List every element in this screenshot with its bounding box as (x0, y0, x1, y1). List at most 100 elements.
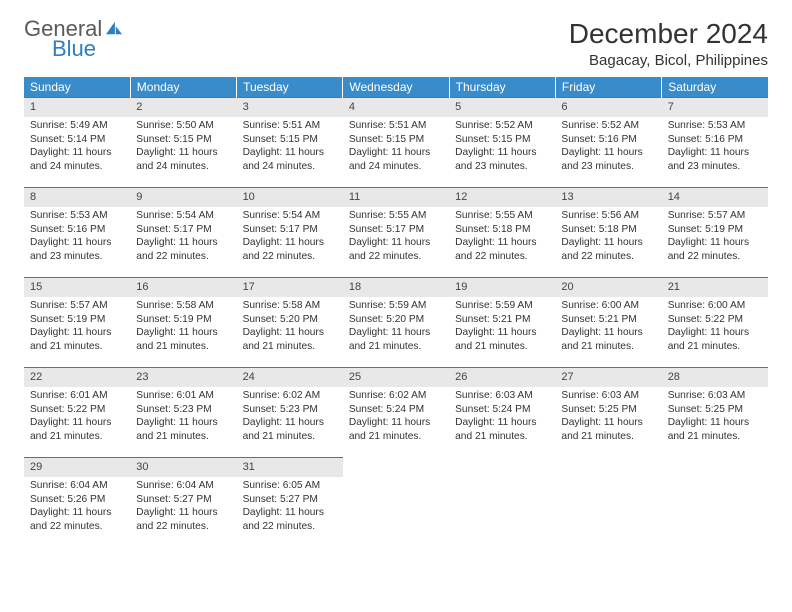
sunrise-text: Sunrise: 5:52 AM (561, 119, 655, 133)
sunset-text: Sunset: 5:21 PM (455, 313, 549, 327)
weekday-header: Monday (130, 77, 236, 98)
calendar-cell: 25Sunrise: 6:02 AMSunset: 5:24 PMDayligh… (343, 368, 449, 458)
brand-part2: Blue (24, 38, 124, 60)
day-content: Sunrise: 5:54 AMSunset: 5:17 PMDaylight:… (130, 207, 236, 268)
sunrise-text: Sunrise: 5:52 AM (455, 119, 549, 133)
sunset-text: Sunset: 5:20 PM (349, 313, 443, 327)
daylight-text: Daylight: 11 hours and 21 minutes. (136, 326, 230, 354)
daylight-text: Daylight: 11 hours and 21 minutes. (30, 326, 124, 354)
weekday-header: Tuesday (237, 77, 343, 98)
sunset-text: Sunset: 5:20 PM (243, 313, 337, 327)
sunrise-text: Sunrise: 6:03 AM (455, 389, 549, 403)
sunrise-text: Sunrise: 5:55 AM (349, 209, 443, 223)
day-content: Sunrise: 6:03 AMSunset: 5:25 PMDaylight:… (555, 387, 661, 448)
daylight-text: Daylight: 11 hours and 24 minutes. (243, 146, 337, 174)
sunset-text: Sunset: 5:15 PM (455, 133, 549, 147)
calendar-cell: 27Sunrise: 6:03 AMSunset: 5:25 PMDayligh… (555, 368, 661, 458)
daylight-text: Daylight: 11 hours and 24 minutes. (349, 146, 443, 174)
day-content: Sunrise: 5:55 AMSunset: 5:17 PMDaylight:… (343, 207, 449, 268)
sunset-text: Sunset: 5:15 PM (136, 133, 230, 147)
daylight-text: Daylight: 11 hours and 21 minutes. (349, 326, 443, 354)
day-number: 13 (555, 188, 661, 207)
sunset-text: Sunset: 5:15 PM (243, 133, 337, 147)
calendar-row: 22Sunrise: 6:01 AMSunset: 5:22 PMDayligh… (24, 368, 768, 458)
day-content: Sunrise: 5:56 AMSunset: 5:18 PMDaylight:… (555, 207, 661, 268)
calendar-table: Sunday Monday Tuesday Wednesday Thursday… (24, 77, 768, 548)
sunset-text: Sunset: 5:27 PM (136, 493, 230, 507)
header: GeneralBlue December 2024 Bagacay, Bicol… (24, 18, 768, 69)
sunrise-text: Sunrise: 5:59 AM (349, 299, 443, 313)
sunset-text: Sunset: 5:16 PM (561, 133, 655, 147)
day-number: 9 (130, 188, 236, 207)
sunset-text: Sunset: 5:18 PM (561, 223, 655, 237)
sunset-text: Sunset: 5:22 PM (668, 313, 762, 327)
calendar-cell: 2Sunrise: 5:50 AMSunset: 5:15 PMDaylight… (130, 98, 236, 188)
day-number: 5 (449, 98, 555, 117)
daylight-text: Daylight: 11 hours and 24 minutes. (30, 146, 124, 174)
calendar-cell: 28Sunrise: 6:03 AMSunset: 5:25 PMDayligh… (662, 368, 768, 458)
daylight-text: Daylight: 11 hours and 21 minutes. (136, 416, 230, 444)
sunset-text: Sunset: 5:15 PM (349, 133, 443, 147)
weekday-header: Wednesday (343, 77, 449, 98)
calendar-cell: 14Sunrise: 5:57 AMSunset: 5:19 PMDayligh… (662, 188, 768, 278)
day-number: 3 (237, 98, 343, 117)
day-content: Sunrise: 5:54 AMSunset: 5:17 PMDaylight:… (237, 207, 343, 268)
sunrise-text: Sunrise: 5:56 AM (561, 209, 655, 223)
sunset-text: Sunset: 5:27 PM (243, 493, 337, 507)
day-number: 28 (662, 368, 768, 387)
day-content: Sunrise: 6:01 AMSunset: 5:22 PMDaylight:… (24, 387, 130, 448)
day-content: Sunrise: 5:57 AMSunset: 5:19 PMDaylight:… (662, 207, 768, 268)
daylight-text: Daylight: 11 hours and 22 minutes. (561, 236, 655, 264)
sunset-text: Sunset: 5:17 PM (349, 223, 443, 237)
day-content: Sunrise: 5:55 AMSunset: 5:18 PMDaylight:… (449, 207, 555, 268)
sunrise-text: Sunrise: 5:59 AM (455, 299, 549, 313)
calendar-cell: 4Sunrise: 5:51 AMSunset: 5:15 PMDaylight… (343, 98, 449, 188)
day-number: 19 (449, 278, 555, 297)
sunrise-text: Sunrise: 5:54 AM (243, 209, 337, 223)
calendar-page: GeneralBlue December 2024 Bagacay, Bicol… (0, 0, 792, 560)
day-content: Sunrise: 6:04 AMSunset: 5:27 PMDaylight:… (130, 477, 236, 538)
sunset-text: Sunset: 5:18 PM (455, 223, 549, 237)
sunset-text: Sunset: 5:24 PM (349, 403, 443, 417)
daylight-text: Daylight: 11 hours and 23 minutes. (30, 236, 124, 264)
day-number: 18 (343, 278, 449, 297)
calendar-cell: 30Sunrise: 6:04 AMSunset: 5:27 PMDayligh… (130, 458, 236, 548)
calendar-cell: 13Sunrise: 5:56 AMSunset: 5:18 PMDayligh… (555, 188, 661, 278)
day-number: 8 (24, 188, 130, 207)
daylight-text: Daylight: 11 hours and 21 minutes. (668, 416, 762, 444)
daylight-text: Daylight: 11 hours and 23 minutes. (668, 146, 762, 174)
title-block: December 2024 Bagacay, Bicol, Philippine… (569, 18, 768, 69)
day-number: 17 (237, 278, 343, 297)
sunrise-text: Sunrise: 6:00 AM (561, 299, 655, 313)
sunset-text: Sunset: 5:19 PM (136, 313, 230, 327)
sunrise-text: Sunrise: 5:58 AM (136, 299, 230, 313)
sunset-text: Sunset: 5:17 PM (136, 223, 230, 237)
day-content: Sunrise: 5:52 AMSunset: 5:15 PMDaylight:… (449, 117, 555, 178)
day-content: Sunrise: 5:51 AMSunset: 5:15 PMDaylight:… (237, 117, 343, 178)
daylight-text: Daylight: 11 hours and 24 minutes. (136, 146, 230, 174)
calendar-row: 1Sunrise: 5:49 AMSunset: 5:14 PMDaylight… (24, 98, 768, 188)
day-content: Sunrise: 5:59 AMSunset: 5:21 PMDaylight:… (449, 297, 555, 358)
day-content: Sunrise: 6:02 AMSunset: 5:24 PMDaylight:… (343, 387, 449, 448)
sunrise-text: Sunrise: 6:02 AM (243, 389, 337, 403)
calendar-body: 1Sunrise: 5:49 AMSunset: 5:14 PMDaylight… (24, 98, 768, 548)
calendar-cell: 18 Sunrise: 5:59 AMSunset: 5:20 PMDayligh… (343, 278, 449, 368)
sunrise-text: Sunrise: 6:05 AM (243, 479, 337, 493)
day-content: Sunrise: 6:01 AMSunset: 5:23 PMDaylight:… (130, 387, 236, 448)
calendar-cell: 21Sunrise: 6:00 AMSunset: 5:22 PMDayligh… (662, 278, 768, 368)
sunrise-text: Sunrise: 5:50 AM (136, 119, 230, 133)
daylight-text: Daylight: 11 hours and 23 minutes. (455, 146, 549, 174)
sunrise-text: Sunrise: 5:54 AM (136, 209, 230, 223)
day-content: Sunrise: 5:58 AMSunset: 5:19 PMDaylight:… (130, 297, 236, 358)
sunrise-text: Sunrise: 5:55 AM (455, 209, 549, 223)
day-content: Sunrise: 6:03 AMSunset: 5:25 PMDaylight:… (662, 387, 768, 448)
sunset-text: Sunset: 5:16 PM (30, 223, 124, 237)
sunset-text: Sunset: 5:23 PM (136, 403, 230, 417)
day-number: 27 (555, 368, 661, 387)
day-number: 16 (130, 278, 236, 297)
day-number: 14 (662, 188, 768, 207)
sunrise-text: Sunrise: 5:49 AM (30, 119, 124, 133)
calendar-cell: 16Sunrise: 5:58 AMSunset: 5:19 PMDayligh… (130, 278, 236, 368)
sunset-text: Sunset: 5:14 PM (30, 133, 124, 147)
daylight-text: Daylight: 11 hours and 22 minutes. (243, 506, 337, 534)
